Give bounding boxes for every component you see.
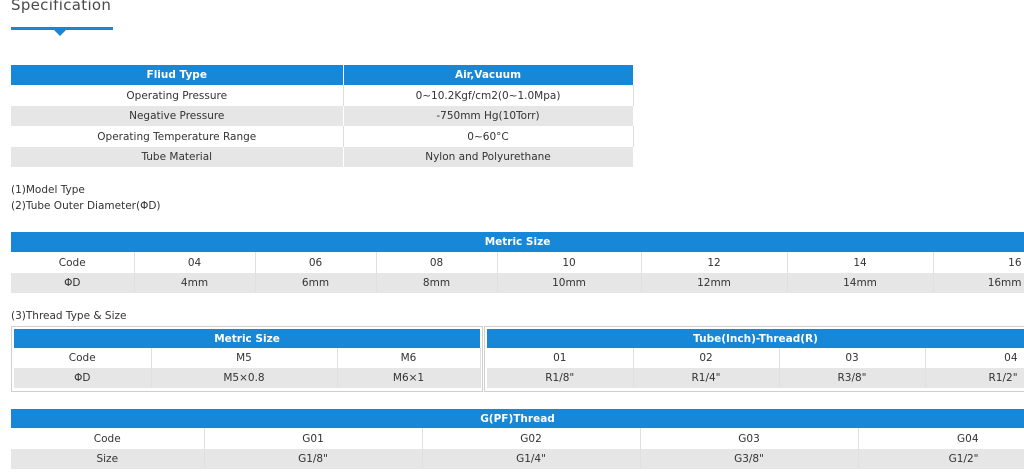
thread-metric-table: Metric Size Code M5 M6 ΦD M5×0.8 M6×1 <box>14 329 481 388</box>
table-cell: G03 <box>640 428 859 449</box>
metric-size-table: Metric Size Code 04 06 08 10 12 14 16 ΦD… <box>11 232 1024 293</box>
note-model-type: (1)Model Type <box>11 184 85 196</box>
page-title: Specification <box>11 0 112 14</box>
spec-value: 0~60°C <box>343 126 634 147</box>
spec-value: Nylon and Polyurethane <box>343 147 634 167</box>
note-tube-od: (2)Tube Outer Diameter(ΦD) <box>11 200 161 212</box>
table-cell: 8mm <box>376 273 498 293</box>
table-cell: M5×0.8 <box>151 368 338 388</box>
table-cell: G1/8" <box>204 449 423 469</box>
table-cell: 12mm <box>641 273 788 293</box>
table-cell: 16 <box>933 252 1024 273</box>
table-cell: Size <box>11 449 205 469</box>
table-cell: 10 <box>497 252 642 273</box>
spec-label: Operating Pressure <box>11 85 344 106</box>
spec-table: Fliud Type Air,Vacuum Operating Pressure… <box>11 65 634 167</box>
table-cell: 04 <box>134 252 256 273</box>
table-cell: 6mm <box>255 273 377 293</box>
table-cell: G1/4" <box>422 449 641 469</box>
table-cell: G04 <box>858 428 1024 449</box>
table-cell: 06 <box>255 252 377 273</box>
table-cell: 04 <box>925 348 1024 368</box>
table-cell: Code <box>11 428 205 449</box>
table-cell: M6×1 <box>337 368 481 388</box>
table-cell: M5 <box>151 348 338 368</box>
table-cell: G3/8" <box>640 449 859 469</box>
table-cell: 14mm <box>787 273 934 293</box>
table-cell: Code <box>11 252 135 273</box>
table-cell: 03 <box>779 348 926 368</box>
table-cell: R1/8" <box>487 368 634 388</box>
table-cell: R1/4" <box>633 368 780 388</box>
table-cell: 02 <box>633 348 780 368</box>
table-cell: 12 <box>641 252 788 273</box>
table-cell: Code <box>14 348 152 368</box>
thread-metric-header: Metric Size <box>14 329 481 348</box>
spec-header-value: Air,Vacuum <box>343 65 634 85</box>
pf-thread-table: G(PF)Thread Code G01 G02 G03 G04 Size G1… <box>11 409 1024 469</box>
note-thread: (3)Thread Type & Size <box>11 310 127 322</box>
table-cell: G1/2" <box>858 449 1024 469</box>
table-cell: R1/2" <box>925 368 1024 388</box>
table-cell: G02 <box>422 428 641 449</box>
table-cell: ΦD <box>11 273 135 293</box>
table-cell: M6 <box>337 348 481 368</box>
table-cell: 01 <box>487 348 634 368</box>
thread-inch-header: Tube(Inch)-Thread(R) <box>487 329 1024 348</box>
spec-label: Tube Material <box>11 147 344 167</box>
table-cell: ΦD <box>14 368 152 388</box>
table-cell: 4mm <box>134 273 256 293</box>
spec-label: Negative Pressure <box>11 106 344 126</box>
table-cell: 16mm <box>933 273 1024 293</box>
spec-value: -750mm Hg(10Torr) <box>343 106 634 126</box>
table-cell: R3/8" <box>779 368 926 388</box>
table-cell: 14 <box>787 252 934 273</box>
spec-header-fluid: Fliud Type <box>11 65 344 85</box>
table-cell: 08 <box>376 252 498 273</box>
spec-label: Operating Temperature Range <box>11 126 344 147</box>
title-underline <box>11 27 113 30</box>
pf-thread-header: G(PF)Thread <box>11 409 1024 428</box>
table-cell: 10mm <box>497 273 642 293</box>
spec-value: 0~10.2Kgf/cm2(0~1.0Mpa) <box>343 85 634 106</box>
caret-down-icon <box>54 30 66 36</box>
table-cell: G01 <box>204 428 423 449</box>
metric-size-header: Metric Size <box>11 232 1024 252</box>
thread-inch-table: Tube(Inch)-Thread(R) 01 02 03 04 R1/8" R… <box>487 329 1024 388</box>
